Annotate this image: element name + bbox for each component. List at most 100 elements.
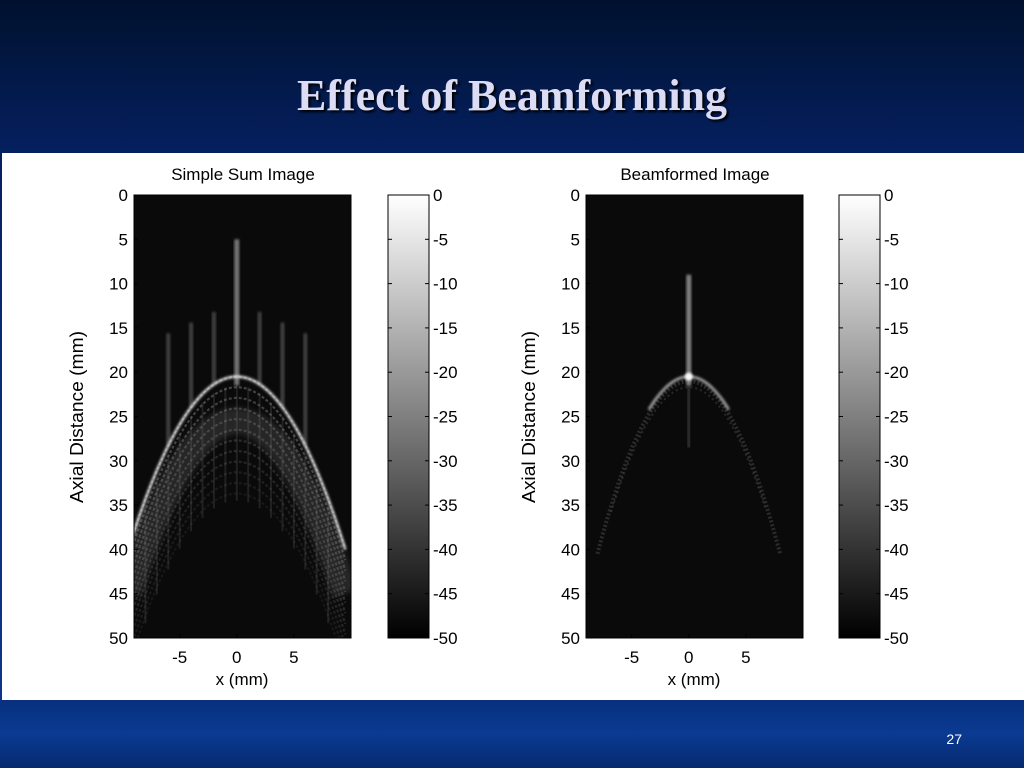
beamformed-ytick-label: 30	[561, 452, 580, 471]
simple-sum-colorbar-tick-label: -25	[433, 408, 458, 427]
beamformed-colorbar-tick-label: -5	[884, 230, 899, 249]
simple-sum-ytick-label: 50	[109, 629, 128, 648]
beamformed-colorbar-tick-label: -20	[884, 363, 909, 382]
simple-sum-speckle-column	[178, 433, 181, 549]
simple-sum-speckle-column	[327, 508, 330, 624]
beamformed-axial-streak	[686, 274, 692, 386]
beamformed-xtick-label: 5	[741, 648, 750, 667]
simple-sum-axial-streak	[234, 239, 240, 386]
beamformed-colorbar	[838, 194, 881, 639]
simple-sum-ytick-label: 5	[119, 230, 128, 249]
simple-sum-speckle-column	[224, 387, 227, 503]
beamformed-xtick-label: 0	[684, 648, 693, 667]
simple-sum-axial-streak	[303, 333, 308, 446]
simple-sum-colorbar-tick-label: 0	[433, 186, 442, 205]
simple-sum-echo-layer	[134, 239, 351, 638]
beamformed-colorbar-tick-label: -50	[884, 629, 909, 648]
slide-title: Effect of Beamforming	[296, 71, 728, 120]
beamformed-xlabel: x (mm)	[668, 670, 721, 689]
simple-sum-colorbar-tick-label: -50	[433, 629, 458, 648]
simple-sum-colorbar-tick-label: -35	[433, 496, 458, 515]
beamformed-ytick-label: 10	[561, 275, 580, 294]
simple-sum-colorbar	[387, 194, 430, 639]
simple-sum-ytick-label: 20	[109, 363, 128, 382]
simple-sum-echo-arc	[134, 375, 347, 550]
simple-sum-speckle-column	[155, 479, 158, 595]
simple-sum-ytick-label: 15	[109, 319, 128, 338]
simple-sum-echo-band	[134, 481, 341, 638]
beamformed-ytick-label: 5	[571, 230, 580, 249]
simple-sum-speckle-column	[315, 479, 318, 595]
simple-sum-colorbar-tick-label: -45	[433, 585, 458, 604]
beamformed-image	[586, 195, 803, 638]
beamformed-ytick-label: 25	[561, 408, 580, 427]
beamformed-colorbar-tick-label: -35	[884, 496, 909, 515]
simple-sum-colorbar-tick-label: -5	[433, 230, 448, 249]
simple-sum-axial-streak	[166, 333, 171, 446]
beamformed-echo-band	[610, 386, 767, 513]
simple-sum-speckle-column	[247, 387, 250, 503]
simple-sum-echo-band	[136, 492, 338, 638]
simple-sum-xtick-label: 0	[232, 648, 241, 667]
page-number: 27	[946, 731, 962, 747]
beamformed-ytick-label: 45	[561, 585, 580, 604]
simple-sum-speckle-column	[292, 433, 295, 549]
beamformed-colorbar-tick-label: -30	[884, 452, 909, 471]
simple-sum-speckle-column	[212, 393, 215, 509]
simple-sum-xtick-label: -5	[172, 648, 187, 667]
simple-sum-ytick-label: 40	[109, 540, 128, 559]
simple-sum-speckle-column	[144, 508, 147, 624]
simple-sum-speckle-column	[258, 393, 261, 509]
simple-sum-speckle-column	[281, 416, 284, 532]
simple-sum-echo-glow	[134, 407, 351, 598]
beamformed-colorbar-tick-label: -45	[884, 585, 909, 604]
beamformed-echo-layer	[595, 274, 783, 555]
simple-sum-ytick-label: 10	[109, 275, 128, 294]
simple-sum-axial-streak	[280, 322, 285, 408]
simple-sum-title: Simple Sum Image	[171, 165, 315, 184]
simple-sum-speckle-column	[304, 454, 307, 570]
beamformed-colorbar-tick-label: 0	[884, 186, 893, 205]
simple-sum-speckle-column	[201, 402, 204, 518]
beamformed-colorbar-tick-label: -25	[884, 408, 909, 427]
simple-sum-axial-streak	[211, 311, 216, 385]
footer-band	[0, 700, 1024, 768]
simple-sum-ylabel: Axial Distance (mm)	[67, 331, 87, 503]
beamformed-apex-hotspot	[684, 372, 693, 381]
simple-sum-echo-band	[134, 460, 347, 635]
beamformed-ytick-label: 50	[561, 629, 580, 648]
beamformed-xtick-label: -5	[624, 648, 639, 667]
simple-sum-speckle-column	[235, 385, 238, 501]
beamformed-colorbar-tick-label: -15	[884, 319, 909, 338]
simple-sum-speckle-column	[167, 454, 170, 570]
beamformed-title: Beamformed Image	[620, 165, 769, 184]
simple-sum-colorbar-tick-label: -30	[433, 452, 458, 471]
simple-sum-ytick-label: 0	[119, 186, 128, 205]
beamformed-colorbar-tick-label: -40	[884, 540, 909, 559]
simple-sum-xlabel: x (mm)	[216, 670, 269, 689]
simple-sum-echo-band	[134, 386, 347, 561]
beamformed-colorbar-tick-label: -10	[884, 275, 909, 294]
simple-sum-ytick-label: 25	[109, 408, 128, 427]
beamformed-echo-band	[595, 379, 783, 555]
simple-sum-ytick-label: 35	[109, 496, 128, 515]
beamformed-ytick-label: 15	[561, 319, 580, 338]
beamformed-ytick-label: 20	[561, 363, 580, 382]
beamformed-ytick-label: 40	[561, 540, 580, 559]
simple-sum-ytick-label: 45	[109, 585, 128, 604]
simple-sum-axial-streak	[189, 322, 194, 408]
simple-sum-colorbar-tick-label: -15	[433, 319, 458, 338]
beamformed-ytick-label: 35	[561, 496, 580, 515]
beamformed-ytick-label: 0	[571, 186, 580, 205]
beamformed-axial-tail	[687, 376, 691, 448]
beamformed-ylabel: Axial Distance (mm)	[519, 331, 539, 503]
simple-sum-xtick-label: 5	[289, 648, 298, 667]
simple-sum-speckle-column	[270, 402, 273, 518]
simple-sum-axial-streak	[257, 311, 262, 385]
simple-sum-colorbar-tick-label: -10	[433, 275, 458, 294]
simple-sum-colorbar-tick-label: -40	[433, 540, 458, 559]
simple-sum-colorbar-tick-label: -20	[433, 363, 458, 382]
